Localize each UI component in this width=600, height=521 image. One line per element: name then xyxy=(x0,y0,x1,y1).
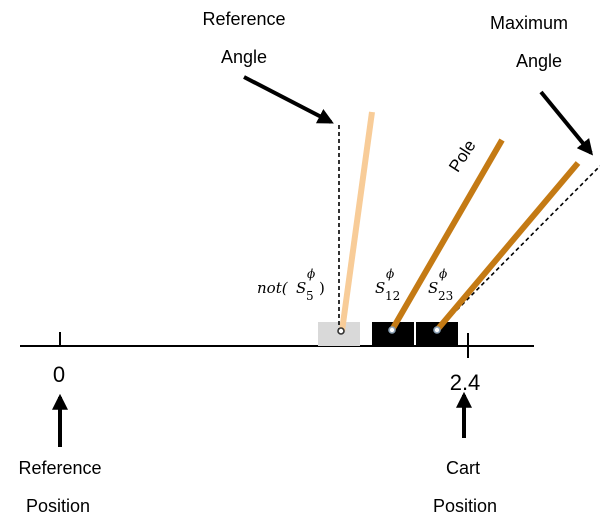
not-s-symbol: S xyxy=(296,279,306,297)
s23-superscript: ϕ xyxy=(439,267,447,281)
pole-s12 xyxy=(389,138,505,332)
reference-position-label-line2: Position xyxy=(26,496,90,516)
pole-label: Pole xyxy=(445,137,479,176)
cart-position-label-line2: Position xyxy=(433,496,497,516)
state-label-not-s5: not( S ϕ 5 ) xyxy=(257,267,325,303)
reference-angle-arrow xyxy=(243,75,334,124)
maximum-angle-label-line2: Angle xyxy=(516,51,562,71)
not-prefix: not( xyxy=(257,279,289,297)
pivot-s23 xyxy=(433,326,441,334)
not-s-superscript: ϕ xyxy=(307,267,315,281)
not-s-index: 5 xyxy=(306,289,314,303)
s12-superscript: ϕ xyxy=(386,267,394,281)
reference-pivot xyxy=(337,327,345,335)
s23-symbol: S xyxy=(428,279,438,297)
reference-angle-label-line1: Reference xyxy=(202,9,285,29)
state-label-s23: S ϕ 23 xyxy=(428,267,453,303)
s12-symbol: S xyxy=(375,279,385,297)
tick-label-max: 2.4 xyxy=(450,370,481,395)
pivot-s12 xyxy=(388,326,396,334)
s23-index: 23 xyxy=(438,289,453,303)
reference-angle-label-line2: Angle xyxy=(221,47,267,67)
maximum-angle-line xyxy=(436,165,600,331)
maximum-angle-label-line1: Maximum xyxy=(490,13,568,33)
state-label-s12: S ϕ 12 xyxy=(375,267,400,303)
maximum-angle-arrow xyxy=(539,90,594,156)
cart-position-label-line1: Cart xyxy=(446,458,480,478)
tick-label-zero: 0 xyxy=(53,362,65,387)
s12-index: 12 xyxy=(385,289,400,303)
pole-s23 xyxy=(434,161,581,332)
not-suffix: ) xyxy=(319,279,325,297)
reference-pole xyxy=(339,111,375,332)
reference-position-label-line1: Reference xyxy=(18,458,101,478)
